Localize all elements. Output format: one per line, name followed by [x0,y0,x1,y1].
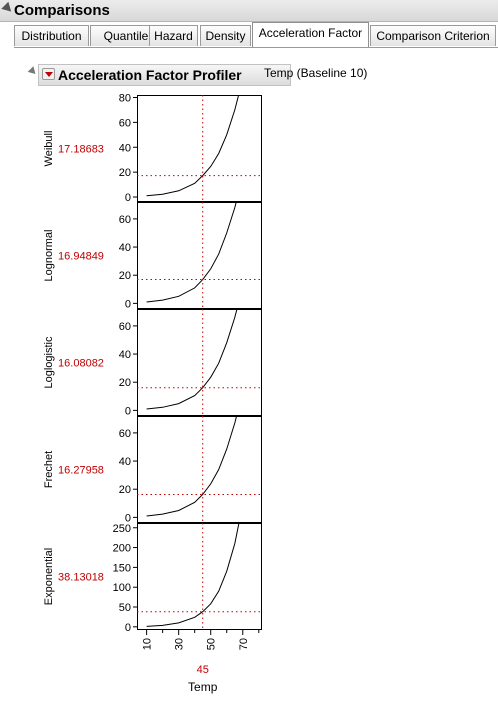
y-tick-label: 0 [125,512,131,524]
tab-comparison-criterion[interactable]: Comparison Criterion [370,25,496,46]
series-name-label: Lognormal [43,230,55,282]
y-tick-label: 0 [125,405,131,417]
profile-curve-weibull [146,95,240,197]
profile-curve-frechet [146,416,238,517]
x-tick-label: 70 [238,638,250,650]
comparisons-header: Comparisons [0,0,498,22]
y-tick-label: 60 [119,428,131,440]
panel-frame [137,95,262,202]
panel-frame [137,309,262,416]
profiler-title-bar: Acceleration Factor Profiler [38,64,291,86]
y-tick-label: 40 [119,349,131,361]
y-tick-label: 40 [119,456,131,468]
y-tick-label: 80 [119,92,131,104]
series-value-label: 38.13018 [58,572,104,584]
y-tick-label: 150 [113,562,131,574]
series-name-label: Loglogistic [43,336,55,388]
profile-panel-loglogistic: 0 20 40 60 Loglogistic 16.08082 [43,309,262,417]
y-tick-label: 20 [119,377,131,389]
y-tick-label: 40 [119,142,131,154]
y-tick-label: 250 [113,523,131,535]
y-tick-label: 60 [119,214,131,226]
y-tick-label: 100 [113,582,131,594]
series-value-label: 17.18683 [58,144,104,156]
tab-acceleration-factor[interactable]: Acceleration Factor [252,22,369,47]
panel-frame [137,416,262,523]
x-axis-label: Temp [188,680,218,694]
tab-bar: Distribution Quantile Hazard Density Acc… [14,22,498,48]
series-value-label: 16.27958 [58,465,104,477]
profile-panel-lognormal: 0 20 40 60 Lognormal 16.94849 [43,202,262,310]
y-tick-label: 200 [113,543,131,555]
x-tick-label: 10 [142,638,154,650]
y-tick-label: 50 [119,602,131,614]
y-tick-label: 40 [119,242,131,254]
profiler-title: Acceleration Factor Profiler [58,67,242,83]
profile-curve-loglogistic [146,309,238,410]
y-tick-label: 20 [119,167,131,179]
baseline-label: Temp (Baseline 10) [264,66,368,80]
tab-distribution[interactable]: Distribution [14,25,89,46]
profile-panel-frechet: 0 20 40 60 Frechet 16.27958 [43,416,262,524]
profile-curve-exponential [146,523,240,627]
tab-divider [14,47,498,48]
tab-density[interactable]: Density [200,25,251,46]
series-name-label: Exponential [43,548,55,606]
profile-panel-weibull: 0 20 40 60 80 Weibull 17.18683 [43,92,262,204]
tab-hazard[interactable]: Hazard [149,25,198,46]
profile-curve-lognormal [146,202,237,303]
series-name-label: Frechet [43,451,55,488]
y-tick-label: 60 [119,117,131,129]
y-tick-label: 0 [125,622,131,634]
y-tick-label: 0 [125,192,131,204]
x-current-value: 45 [197,664,209,676]
series-name-label: Weibull [43,131,55,167]
profile-panel-exponential: 0 50 100 150 200 250 Exponential 38.13018 [43,523,262,634]
x-tick-label: 30 [174,638,186,650]
y-tick-label: 0 [125,298,131,310]
panel-frame [137,202,262,309]
red-triangle-menu-icon[interactable] [42,68,55,80]
panel-frame [137,523,262,630]
y-tick-label: 20 [119,270,131,282]
section-title: Comparisons [14,2,110,19]
y-tick-label: 20 [119,484,131,496]
series-value-label: 16.08082 [58,358,104,370]
series-value-label: 16.94849 [58,251,104,263]
x-tick-label: 50 [206,638,218,650]
y-tick-label: 60 [119,321,131,333]
